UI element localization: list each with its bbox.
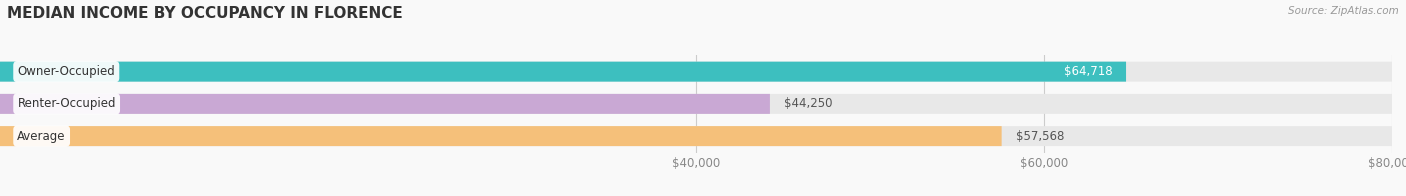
FancyBboxPatch shape bbox=[0, 94, 1392, 114]
FancyBboxPatch shape bbox=[0, 62, 1126, 82]
Text: Renter-Occupied: Renter-Occupied bbox=[17, 97, 115, 110]
Text: Average: Average bbox=[17, 130, 66, 143]
Text: $57,568: $57,568 bbox=[1015, 130, 1064, 143]
Text: $44,250: $44,250 bbox=[783, 97, 832, 110]
Text: $64,718: $64,718 bbox=[1063, 65, 1112, 78]
Text: MEDIAN INCOME BY OCCUPANCY IN FLORENCE: MEDIAN INCOME BY OCCUPANCY IN FLORENCE bbox=[7, 6, 402, 21]
FancyBboxPatch shape bbox=[0, 126, 1001, 146]
FancyBboxPatch shape bbox=[0, 126, 1392, 146]
Text: Owner-Occupied: Owner-Occupied bbox=[17, 65, 115, 78]
FancyBboxPatch shape bbox=[0, 94, 770, 114]
Text: Source: ZipAtlas.com: Source: ZipAtlas.com bbox=[1288, 6, 1399, 16]
FancyBboxPatch shape bbox=[0, 62, 1392, 82]
